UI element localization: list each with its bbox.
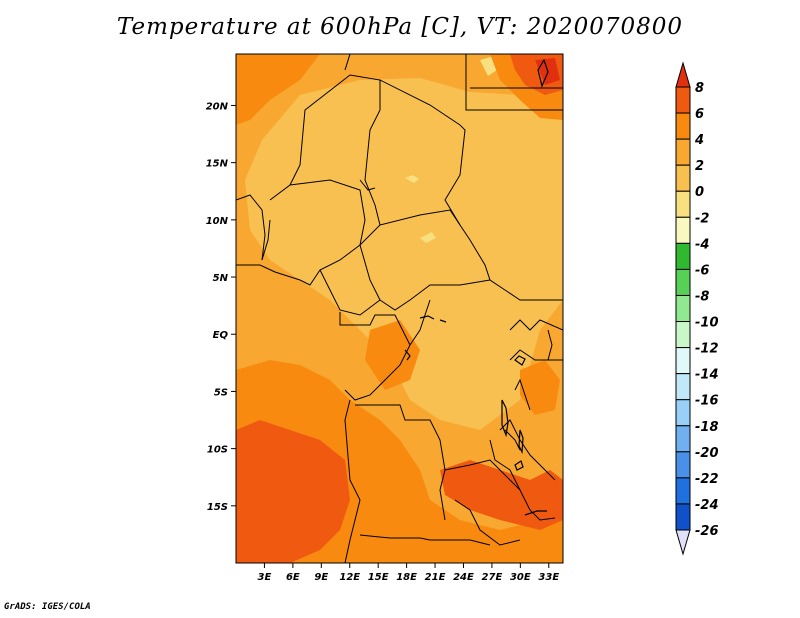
colorbar-label: -2 (695, 211, 709, 226)
country-borders (236, 54, 563, 563)
lat-tick-label: 10N (206, 216, 229, 227)
colorbar-label: 0 (695, 185, 704, 200)
lon-tick-label: 15E (368, 572, 389, 583)
lat-tick-label: EQ (213, 330, 229, 341)
field-region-4-6-east (520, 360, 560, 415)
colorbar-box (675, 164, 691, 192)
colorbar-box (675, 477, 691, 505)
lon-tick-label: 18E (396, 572, 417, 583)
field-region-4-6-nw (236, 54, 320, 125)
field-patch-light (420, 232, 436, 243)
field-region-6-8-sw (236, 420, 350, 563)
colorbar-box (675, 216, 691, 244)
map-title: Temperature at 600hPa [C], VT: 202007080… (116, 14, 684, 40)
colorbar-box (675, 399, 691, 427)
colorbar-label: -6 (695, 263, 709, 278)
lat-tick-label: 5N (213, 273, 229, 284)
lat-tick-label: 15N (206, 159, 229, 170)
longitude-axis: 3E 6E 9E 12E 15E 18E 21E 24E 27E 30E 33E (258, 563, 559, 583)
latitude-axis: 20N 15N 10N 5N EQ 5S 10S 15S (206, 101, 236, 513)
colorbar-bottom-arrow (675, 529, 691, 556)
colorbar-box (675, 268, 691, 296)
colorbar-box (675, 347, 691, 375)
colorbar-label: -24 (695, 498, 719, 513)
field-patch-light (405, 175, 419, 183)
lon-tick-label: 6E (286, 572, 300, 583)
colorbar-label: -4 (695, 237, 709, 252)
colorbar-box (675, 503, 691, 531)
colorbar-box (675, 112, 691, 140)
colorbar-label: 2 (695, 159, 704, 174)
field-region-0-2 (245, 78, 563, 430)
colorbar-box (675, 321, 691, 349)
temperature-field (236, 54, 563, 563)
lat-tick-label: 20N (206, 101, 229, 112)
lon-tick-label: 3E (258, 572, 272, 583)
colorbar-box (675, 138, 691, 166)
lon-tick-label: 12E (339, 572, 360, 583)
colorbar-label: -8 (695, 289, 709, 304)
colorbar: 8 6 4 2 0 -2 -4 -6 -8 -10 -12 -14 -16 -18 -20 -22 -24 -26 (675, 61, 719, 556)
lat-tick-label: 15S (207, 502, 228, 513)
colorbar-label: -12 (695, 342, 719, 357)
lon-tick-label: 24E (453, 572, 474, 583)
lon-tick-label: 27E (482, 572, 503, 583)
colorbar-label: 4 (694, 133, 704, 148)
colorbar-label: -14 (695, 368, 719, 383)
colorbar-label: 8 (695, 81, 704, 96)
map-frame (235, 53, 564, 564)
colorbar-label: -22 (695, 472, 719, 487)
colorbar-label: 6 (695, 107, 704, 122)
colorbar-label: -20 (695, 446, 719, 461)
colorbar-box (675, 294, 691, 323)
colorbar-top-arrow (675, 61, 691, 88)
colorbar-label: -18 (695, 420, 719, 435)
lat-tick-label: 5S (214, 387, 228, 398)
colorbar-label: -16 (695, 394, 719, 409)
colorbar-box (675, 242, 691, 270)
lon-tick-label: 21E (425, 572, 446, 583)
lakes (404, 58, 549, 516)
colorbar-box (675, 373, 691, 401)
colorbar-label: -26 (695, 524, 719, 539)
lon-tick-label: 33E (538, 572, 559, 583)
colorbar-box (675, 190, 691, 218)
colorbar-box (675, 425, 691, 453)
lon-tick-label: 9E (314, 572, 328, 583)
lon-tick-label: 30E (510, 572, 531, 583)
colorbar-label: -10 (695, 316, 719, 331)
grads-credit: GrADS: IGES/COLA (4, 602, 91, 612)
lat-tick-label: 10S (207, 445, 228, 456)
colorbar-box (675, 451, 691, 479)
colorbar-box (675, 86, 691, 114)
